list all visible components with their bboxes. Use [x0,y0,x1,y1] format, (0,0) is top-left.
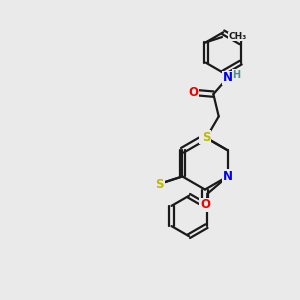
Text: O: O [189,86,199,99]
Text: N: N [223,170,232,183]
Text: S: S [202,131,211,144]
Text: O: O [200,199,210,212]
Text: S: S [156,178,164,191]
Text: H: H [232,70,241,80]
Text: N: N [223,71,232,84]
Text: CH₃: CH₃ [229,32,247,41]
Text: N: N [200,131,210,144]
